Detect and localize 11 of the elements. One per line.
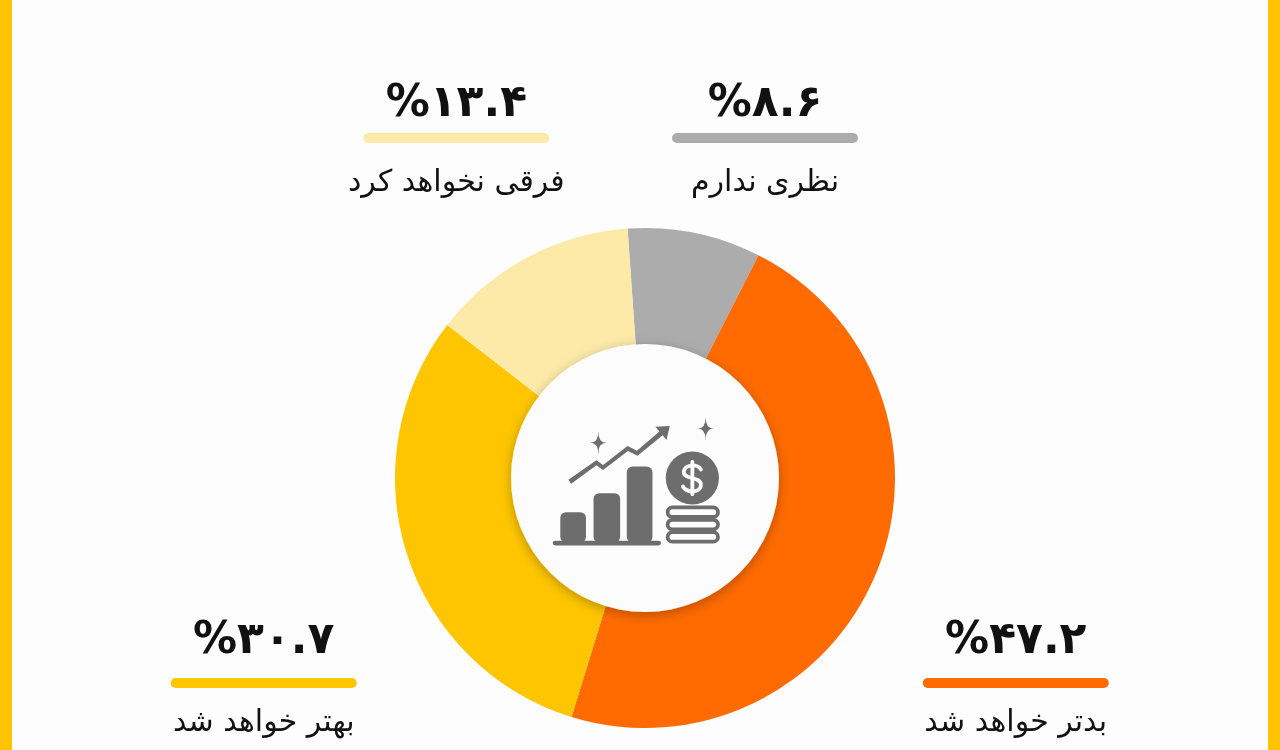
slice-label: نظری ندارم: [690, 162, 840, 198]
data-label: %۴۷.۲: [945, 611, 1087, 663]
slice-label: فرقی نخواهد کرد: [348, 162, 565, 198]
data-label: %۳۰.۷: [193, 611, 335, 663]
donut-slice: [571, 255, 895, 728]
donut-slice: [447, 228, 636, 399]
data-label: %۱۳.۴: [385, 74, 528, 126]
slice-label: بدتر خواهد شد: [924, 702, 1108, 738]
slice-label: بهتر خواهد شد: [172, 702, 355, 739]
data-label: %۸.۶: [707, 74, 823, 126]
donut-slice: [395, 325, 607, 717]
